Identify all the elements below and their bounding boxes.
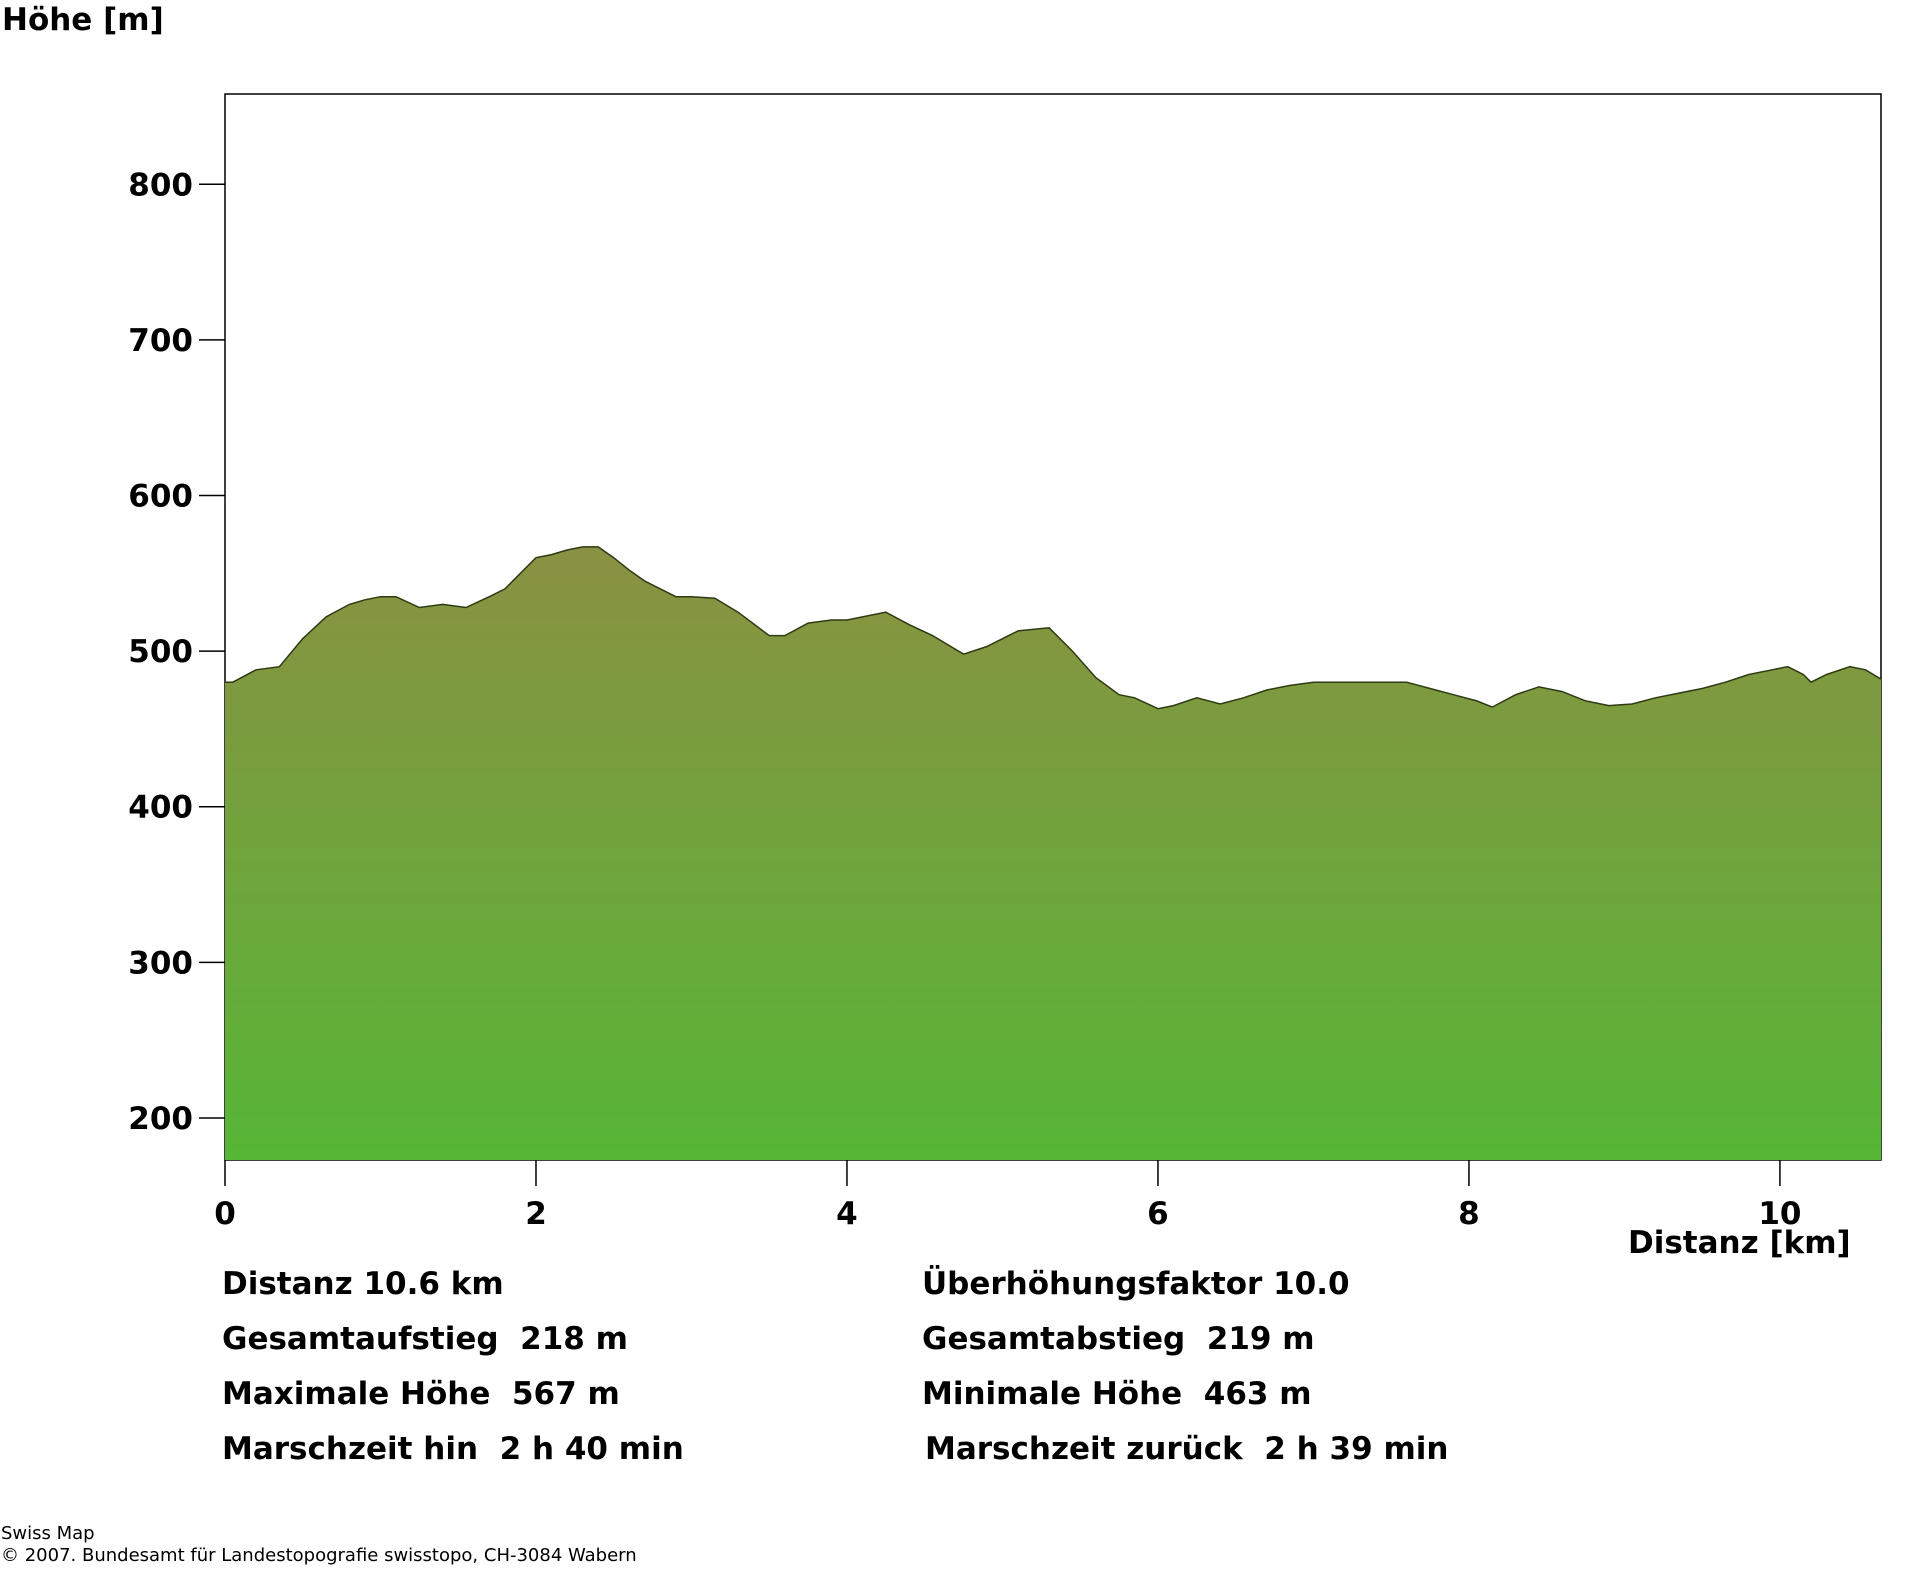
x-axis-label: Distanz [km] <box>1628 1225 1851 1261</box>
x-tick-label: 8 <box>1458 1196 1480 1232</box>
x-tick-label: 10 <box>1758 1196 1801 1232</box>
elevation-area <box>225 546 1881 1160</box>
stat-ascent: Gesamtaufstieg 218 m <box>222 1321 628 1357</box>
x-tick-label: 0 <box>214 1196 236 1232</box>
stat-time-there: Marschzeit hin 2 h 40 min <box>222 1431 684 1467</box>
x-axis: 0 2 4 6 8 10 <box>214 1160 1801 1232</box>
y-tick-label: 300 <box>128 945 193 981</box>
stat-time-back: Marschzeit zurück 2 h 39 min <box>925 1431 1449 1467</box>
x-tick-label: 4 <box>836 1196 858 1232</box>
y-tick-label: 200 <box>128 1101 193 1137</box>
y-axis-label: Höhe [m] <box>2 2 164 38</box>
y-tick-label: 600 <box>128 479 193 515</box>
stat-exaggeration: Überhöhungsfaktor 10.0 <box>922 1266 1350 1302</box>
elevation-line <box>225 546 1882 710</box>
stat-descent: Gesamtabstieg 219 m <box>922 1321 1315 1357</box>
y-axis: 200 300 400 500 600 700 800 <box>128 167 225 1137</box>
stat-distance: Distanz 10.6 km <box>222 1266 504 1302</box>
x-tick-label: 6 <box>1147 1196 1169 1232</box>
stat-max-height: Maximale Höhe 567 m <box>222 1376 620 1412</box>
credit-copyright: © 2007. Bundesamt für Landestopografie s… <box>1 1545 637 1566</box>
y-tick-label: 800 <box>128 167 193 203</box>
y-tick-label: 700 <box>128 323 193 359</box>
y-tick-label: 500 <box>128 634 193 670</box>
credit-title: Swiss Map <box>1 1523 95 1544</box>
y-tick-label: 400 <box>128 790 193 826</box>
x-tick-label: 2 <box>525 1196 547 1232</box>
stat-min-height: Minimale Höhe 463 m <box>922 1376 1312 1412</box>
